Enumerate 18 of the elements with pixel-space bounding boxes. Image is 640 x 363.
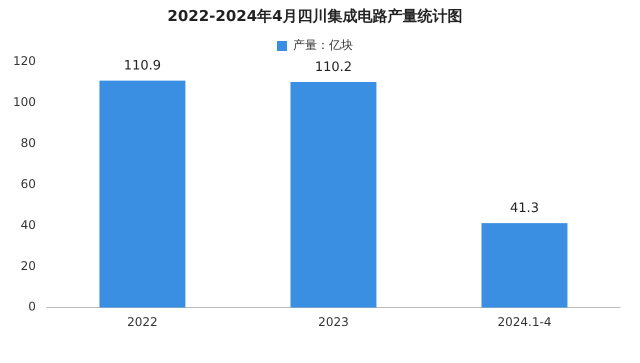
y-tick-label: 20 [20,258,36,273]
x-tick-label: 2024.1-4 [498,314,552,329]
y-tick-label: 100 [13,95,36,110]
bar [482,223,568,308]
y-tick-label: 0 [28,300,36,314]
x-tick-label: 2022 [127,314,158,329]
y-tick-label: 80 [20,136,36,150]
data-label: 41.3 [510,200,539,216]
bar [99,80,186,308]
legend-label: 产量：亿块 [293,38,353,52]
y-tick-label: 120 [13,54,36,68]
chart-title: 2022-2024年4月四川集成电路产量统计图 [167,6,463,25]
x-tick-label: 2023 [318,314,349,329]
bar [290,82,376,308]
data-label: 110.2 [314,60,352,75]
y-tick-label: 40 [20,218,36,232]
data-label: 110.9 [124,58,162,74]
y-tick-label: 60 [20,176,36,191]
